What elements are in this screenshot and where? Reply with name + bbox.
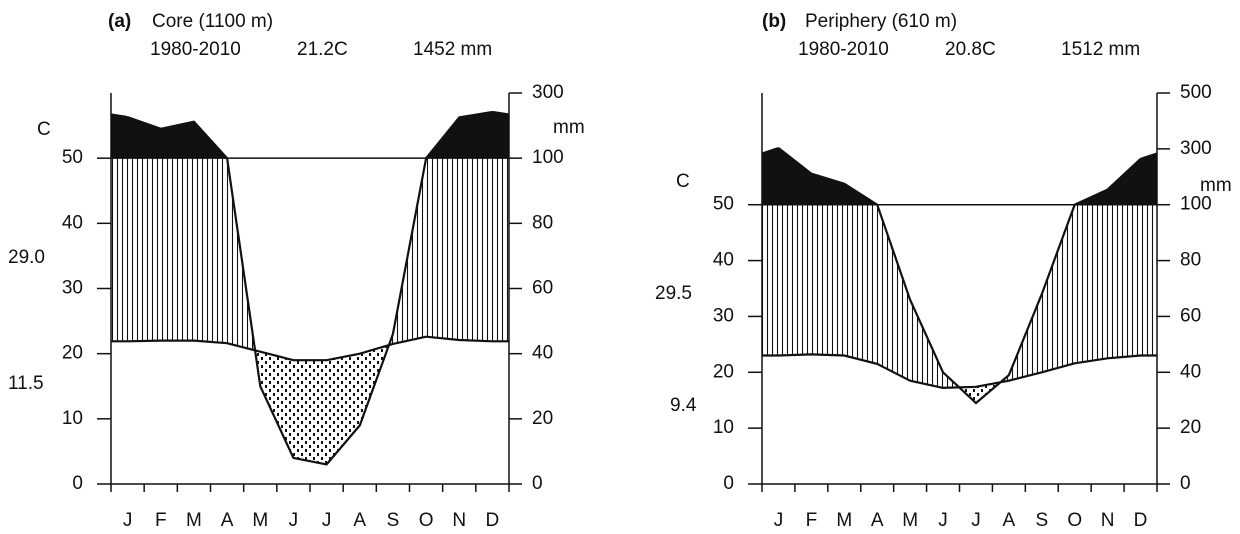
y-tick-label: 40 (713, 250, 734, 271)
mean-temperature: 20.8C (945, 39, 996, 60)
y-tick-label: 30 (713, 305, 734, 326)
y2-tick-label: 20 (532, 408, 553, 429)
y-tick-label: 50 (62, 147, 83, 168)
y2-tick-label: 100 (1180, 194, 1212, 215)
x-tick-label: A (871, 510, 884, 529)
x-tick-label: M (902, 510, 918, 529)
panel-label: (b) (762, 11, 786, 32)
y-tick-label: 20 (62, 343, 83, 364)
y-tick-label: 0 (72, 473, 83, 494)
x-tick-label: J (971, 510, 981, 529)
x-tick-label: N (452, 510, 466, 529)
line-edge (110, 113, 128, 119)
y2-tick-label: 60 (1180, 305, 1201, 326)
y2-tick-label: 300 (1180, 138, 1212, 159)
x-tick-label: J (938, 510, 948, 529)
precipitation-line (127, 110, 493, 466)
x-tick-label: J (322, 510, 332, 529)
x-tick-label: M (836, 510, 852, 529)
y-tick-label: 0 (723, 473, 734, 494)
y2-tick-label: 80 (532, 212, 553, 233)
y2-axis-label: mm (553, 117, 585, 138)
humid-area (111, 158, 509, 361)
y2-tick-label: 40 (1180, 361, 1201, 382)
y2-tick-label: 500 (1180, 82, 1212, 103)
y-axis-label: C (676, 171, 690, 192)
x-tick-label: S (1035, 510, 1048, 529)
x-tick-label: J (774, 510, 784, 529)
x-tick-label: A (1003, 510, 1016, 529)
line-edge (1140, 152, 1158, 160)
y2-tick-label: 300 (532, 82, 564, 103)
panel-label: (a) (108, 11, 131, 32)
y2-tick-label: 100 (532, 147, 564, 168)
y-axis-label: C (37, 119, 51, 140)
y2-tick-label: 20 (1180, 417, 1201, 438)
x-tick-label: N (1101, 510, 1115, 529)
y2-tick-label: 60 (532, 278, 553, 299)
mean-temperature: 21.2C (297, 39, 348, 60)
x-tick-label: D (1134, 510, 1148, 529)
x-tick-label: J (289, 510, 299, 529)
x-tick-label: A (221, 510, 234, 529)
x-tick-label: S (387, 510, 400, 529)
annotation: 9.4 (670, 395, 697, 416)
x-tick-label: O (1067, 510, 1082, 529)
line-edge (492, 110, 510, 116)
y-tick-label: 40 (62, 212, 83, 233)
y-tick-label: 30 (62, 278, 83, 299)
chart-title: Periphery (610 m) (805, 11, 957, 32)
x-tick-label: F (155, 510, 167, 529)
x-tick-label: F (806, 510, 818, 529)
y2-tick-label: 80 (1180, 250, 1201, 271)
annotation: 11.5 (8, 373, 44, 394)
y-tick-label: 50 (713, 194, 734, 215)
y-tick-label: 10 (713, 417, 734, 438)
y2-tick-label: 0 (1180, 473, 1191, 494)
line-edge (761, 146, 779, 155)
chart-title: Core (1100 m) (152, 11, 273, 32)
temperature-line (127, 335, 493, 362)
y2-tick-label: 0 (532, 473, 543, 494)
annotation: 29.0 (8, 247, 45, 268)
x-tick-label: O (419, 510, 434, 529)
period: 1980-2010 (798, 39, 889, 60)
humid-area (762, 204, 1157, 388)
x-tick-label: J (123, 510, 133, 529)
y-tick-label: 20 (713, 361, 734, 382)
x-tick-label: M (186, 510, 202, 529)
y2-axis-label: mm (1200, 175, 1232, 196)
precipitation-line (777, 147, 1142, 405)
y-tick-label: 10 (62, 408, 83, 429)
x-tick-label: M (252, 510, 268, 529)
x-tick-label: D (486, 510, 500, 529)
y2-tick-label: 40 (532, 343, 553, 364)
period: 1980-2010 (150, 39, 241, 60)
annual-precipitation: 1512 mm (1061, 39, 1140, 60)
x-tick-label: A (353, 510, 366, 529)
annual-precipitation: 1452 mm (413, 39, 492, 60)
annotation: 29.5 (655, 283, 692, 304)
